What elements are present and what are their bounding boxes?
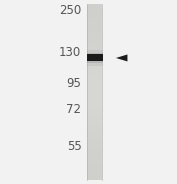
Bar: [87, 89, 102, 92]
Bar: [87, 71, 102, 74]
Bar: [87, 60, 102, 63]
Bar: [87, 151, 102, 154]
Text: 250: 250: [59, 4, 81, 17]
Bar: [87, 110, 102, 113]
Bar: [87, 154, 102, 157]
Bar: [87, 166, 102, 169]
Bar: [87, 171, 102, 174]
Bar: [87, 169, 102, 171]
Bar: [87, 27, 102, 30]
Bar: [87, 39, 102, 42]
Bar: [87, 36, 102, 39]
Bar: [87, 42, 102, 45]
Bar: [87, 133, 102, 136]
Bar: [87, 124, 102, 127]
Bar: [87, 24, 102, 27]
Polygon shape: [116, 54, 127, 61]
Bar: [87, 136, 102, 139]
Text: 95: 95: [67, 77, 81, 90]
Bar: [87, 63, 102, 66]
Bar: [87, 18, 102, 21]
Bar: [87, 30, 102, 33]
Bar: [87, 92, 102, 95]
Bar: [87, 10, 102, 13]
Bar: [87, 118, 102, 121]
Bar: [87, 61, 103, 66]
Bar: [87, 104, 102, 107]
Text: 72: 72: [66, 103, 81, 116]
Bar: [87, 53, 103, 54]
Bar: [87, 148, 102, 151]
Bar: [87, 77, 102, 80]
Bar: [87, 15, 102, 18]
Bar: [87, 74, 102, 77]
Bar: [87, 95, 102, 98]
Bar: [87, 145, 102, 148]
Bar: [87, 66, 102, 68]
Bar: [87, 50, 103, 54]
Bar: [87, 113, 102, 116]
Bar: [87, 4, 102, 7]
Bar: [87, 130, 102, 133]
Bar: [87, 54, 103, 61]
Bar: [87, 13, 102, 15]
Bar: [87, 139, 102, 142]
Bar: [87, 57, 102, 60]
Bar: [87, 68, 102, 71]
Bar: [87, 33, 102, 36]
Bar: [87, 51, 102, 54]
Bar: [87, 86, 102, 89]
Bar: [87, 174, 102, 177]
Bar: [87, 98, 102, 101]
Bar: [87, 160, 102, 163]
Bar: [87, 107, 102, 110]
Bar: [87, 121, 102, 124]
Bar: [87, 116, 102, 118]
Bar: [87, 7, 102, 10]
Bar: [87, 142, 102, 145]
Bar: [87, 61, 103, 63]
Text: 55: 55: [67, 140, 81, 153]
Bar: [87, 83, 102, 86]
Bar: [87, 101, 102, 104]
Bar: [87, 45, 102, 48]
Bar: [87, 127, 102, 130]
Bar: [87, 48, 102, 51]
Bar: [87, 80, 102, 83]
Bar: [87, 54, 102, 57]
Bar: [87, 177, 102, 180]
Bar: [87, 163, 102, 166]
Bar: [87, 21, 102, 24]
Bar: [87, 157, 102, 160]
Text: 130: 130: [59, 46, 81, 59]
